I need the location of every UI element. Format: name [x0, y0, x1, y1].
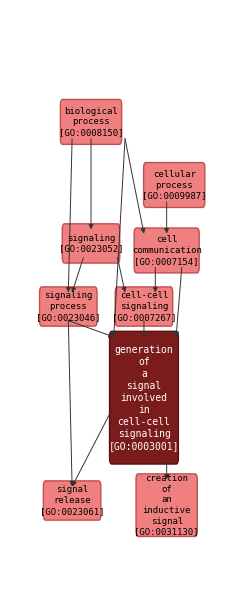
FancyBboxPatch shape [136, 474, 197, 537]
Text: signaling
process
[GO:0023046]: signaling process [GO:0023046] [36, 291, 101, 322]
FancyBboxPatch shape [62, 224, 120, 263]
Text: cell-cell
signaling
[GO:0007267]: cell-cell signaling [GO:0007267] [112, 291, 176, 322]
Text: biological
process
[GO:0008150]: biological process [GO:0008150] [59, 107, 123, 137]
FancyBboxPatch shape [43, 481, 101, 520]
FancyBboxPatch shape [143, 163, 205, 208]
FancyBboxPatch shape [115, 287, 173, 326]
FancyBboxPatch shape [60, 100, 122, 144]
Text: signaling
[GO:0023052]: signaling [GO:0023052] [59, 234, 123, 253]
Text: cell
communication
[GO:0007154]: cell communication [GO:0007154] [132, 235, 202, 266]
FancyBboxPatch shape [134, 228, 199, 273]
Text: generation
of
a
signal
involved
in
cell-cell
signaling
[GO:0003001]: generation of a signal involved in cell-… [109, 345, 179, 450]
FancyBboxPatch shape [40, 287, 97, 326]
Text: creation
of
an
inductive
signal
[GO:0031130]: creation of an inductive signal [GO:0031… [134, 474, 199, 537]
FancyBboxPatch shape [110, 331, 178, 464]
Text: signal
release
[GO:0023061]: signal release [GO:0023061] [40, 485, 104, 516]
Text: cellular
process
[GO:0009987]: cellular process [GO:0009987] [142, 170, 206, 200]
